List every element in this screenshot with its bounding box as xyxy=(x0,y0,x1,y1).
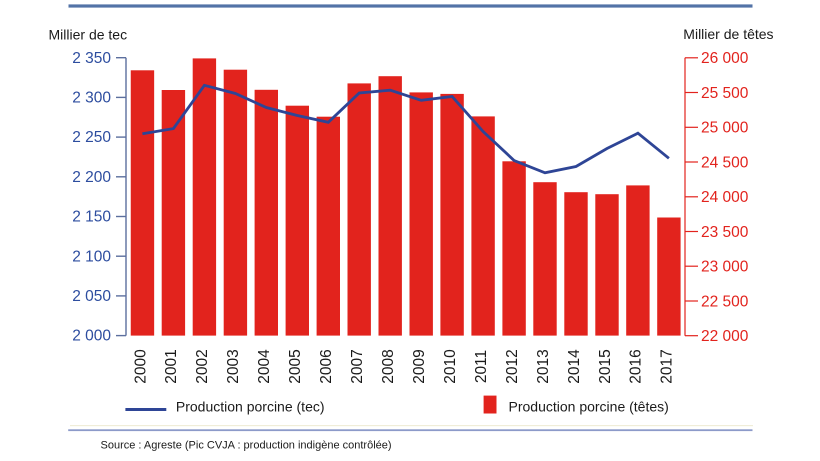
svg-text:25 500: 25 500 xyxy=(701,85,749,102)
svg-text:2007: 2007 xyxy=(349,349,366,383)
svg-text:2006: 2006 xyxy=(318,349,335,383)
svg-text:2002: 2002 xyxy=(194,349,211,383)
svg-text:2000: 2000 xyxy=(132,349,149,384)
svg-text:2 250: 2 250 xyxy=(72,129,111,146)
svg-text:2010: 2010 xyxy=(442,349,459,384)
svg-text:2011: 2011 xyxy=(473,350,490,383)
svg-text:2 300: 2 300 xyxy=(72,90,111,107)
svg-text:2008: 2008 xyxy=(380,349,397,383)
svg-text:2003: 2003 xyxy=(225,349,242,383)
svg-text:2001: 2001 xyxy=(163,349,180,383)
svg-text:Millier de tec: Millier de tec xyxy=(49,27,128,43)
svg-text:22 500: 22 500 xyxy=(701,293,749,310)
svg-text:2005: 2005 xyxy=(287,349,304,383)
svg-text:2009: 2009 xyxy=(411,349,428,383)
svg-text:Production porcine (tec): Production porcine (tec) xyxy=(176,399,325,415)
svg-text:2017: 2017 xyxy=(659,349,676,383)
svg-text:2012: 2012 xyxy=(504,349,521,383)
svg-text:2016: 2016 xyxy=(628,349,645,383)
svg-text:2 200: 2 200 xyxy=(72,169,111,186)
svg-text:Millier de têtes: Millier de têtes xyxy=(683,26,773,42)
svg-text:2 100: 2 100 xyxy=(72,248,111,265)
svg-text:23 500: 23 500 xyxy=(701,224,749,241)
svg-text:2 350: 2 350 xyxy=(72,50,111,67)
svg-text:24 500: 24 500 xyxy=(701,154,749,171)
svg-text:23 000: 23 000 xyxy=(701,259,749,276)
svg-text:Production porcine (têtes): Production porcine (têtes) xyxy=(509,399,669,415)
svg-text:2 150: 2 150 xyxy=(72,209,111,226)
svg-text:2015: 2015 xyxy=(597,349,614,383)
svg-text:25 000: 25 000 xyxy=(701,120,749,137)
svg-text:24 000: 24 000 xyxy=(701,189,749,206)
svg-text:2 050: 2 050 xyxy=(72,288,111,305)
svg-text:2013: 2013 xyxy=(535,349,552,383)
svg-text:26 000: 26 000 xyxy=(701,50,749,67)
svg-text:2014: 2014 xyxy=(566,349,583,384)
svg-text:2004: 2004 xyxy=(256,349,273,384)
svg-text:22 000: 22 000 xyxy=(701,328,749,345)
svg-text:2 000: 2 000 xyxy=(72,328,111,345)
svg-text:Source : Agreste (Pic CVJA : p: Source : Agreste (Pic CVJA : production … xyxy=(101,439,392,451)
